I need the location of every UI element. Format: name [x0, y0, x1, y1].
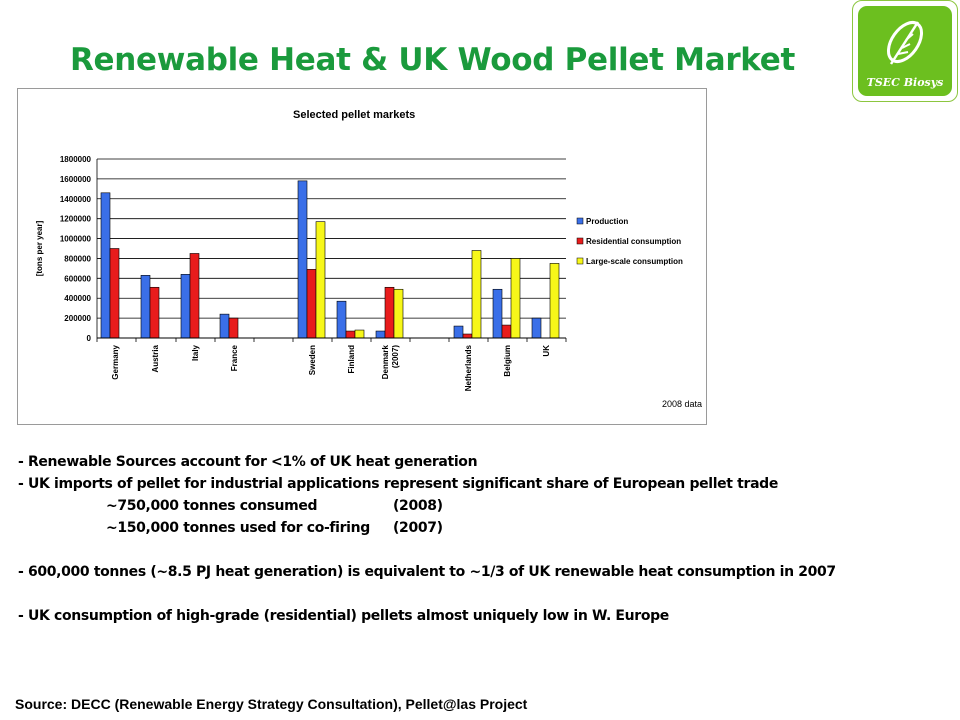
x-tick-label: UK: [542, 345, 551, 357]
x-tick-label: Germany: [111, 344, 120, 379]
logo-background: TSEC Biosys: [858, 6, 952, 96]
y-tick-label: 1000000: [60, 235, 92, 244]
y-axis-label: [tons per year]: [35, 220, 44, 276]
y-tick-label: 200000: [64, 314, 91, 323]
legend-label: Residential consumption: [586, 237, 681, 246]
logo-text: TSEC Biosys: [866, 76, 944, 89]
bullet-2: - UK imports of pellet for industrial ap…: [18, 476, 778, 492]
bar-production-uk: [531, 317, 542, 339]
bar-residential-consumption-italy: [189, 253, 200, 339]
bullet-2b: ~150,000 tonnes used for co-firing (2007): [18, 517, 918, 539]
legend-swatch: [576, 257, 584, 265]
legend-swatch: [576, 217, 584, 225]
bar-production-netherlands: [453, 325, 464, 339]
bullet-1: - Renewable Sources account for <1% of U…: [18, 454, 478, 470]
bar-production-germany: [100, 192, 111, 339]
x-tick-label: Finland: [347, 345, 356, 374]
bar-production-italy: [180, 274, 191, 339]
bar-large-scale-consumption-sweden: [315, 221, 326, 339]
bar-production-belgium: [492, 288, 503, 339]
bar-residential-consumption-netherlands: [462, 333, 473, 339]
slide-title: Renewable Heat & UK Wood Pellet Market: [69, 42, 796, 78]
bar-residential-consumption-france: [228, 317, 239, 339]
source-citation: Source: DECC (Renewable Energy Strategy …: [15, 696, 528, 712]
bullet-2b-value: ~150,000 tonnes used for co-firing: [106, 520, 370, 536]
chart-frame: Selected pellet markets 0 200000 400000 6000…: [17, 88, 707, 425]
bullet-2b-year: (2007): [393, 520, 443, 536]
legend-label: Production: [586, 217, 628, 226]
bullet-2a-value: ~750,000 tonnes consumed: [106, 498, 318, 514]
bar-large-scale-consumption-belgium: [510, 258, 521, 339]
tsec-biosys-logo: TSEC Biosys: [852, 0, 958, 102]
bar-large-scale-consumption-finland: [354, 329, 365, 339]
pellet-markets-chart: Selected pellet markets 0 200000 400000 6000…: [35, 109, 702, 409]
bar-production-denmark: [375, 330, 386, 339]
y-tick-label: 1600000: [60, 175, 92, 184]
y-tick-label: 600000: [64, 274, 91, 283]
bar-production-finland: [336, 300, 347, 339]
bar-residential-consumption-denmark: [384, 286, 395, 339]
y-tick-label: 1400000: [60, 195, 92, 204]
bar-production-france: [219, 313, 230, 339]
y-tick-label: 1200000: [60, 215, 92, 224]
legend-swatch: [576, 237, 584, 245]
bar-large-scale-consumption-uk: [549, 263, 560, 339]
bullet-2a: ~750,000 tonnes consumed (2008): [18, 495, 918, 517]
y-tick-label: 800000: [64, 254, 91, 263]
x-tick-label: Italy: [191, 344, 200, 361]
chart-note: 2008 data: [662, 399, 702, 409]
x-tick-label: Netherlands: [464, 344, 473, 391]
x-tick-label: France: [230, 344, 239, 371]
bar-large-scale-consumption-netherlands: [471, 250, 482, 339]
x-tick-label: Austria: [151, 344, 160, 372]
bar-residential-consumption-finland: [345, 330, 356, 339]
x-tick-label: Sweden: [308, 345, 317, 375]
y-tick-label: 1800000: [60, 155, 92, 164]
leaf-icon: [886, 20, 924, 65]
bar-residential-consumption-austria: [149, 286, 160, 339]
bullet-3: - 600,000 tonnes (~8.5 PJ heat generatio…: [18, 564, 836, 580]
x-tick-label: Denmark: [381, 344, 390, 379]
chart-title: Selected pellet markets: [293, 109, 415, 121]
bar-production-sweden: [297, 180, 308, 339]
bar-production-austria: [140, 275, 151, 339]
bullet-4: - UK consumption of high-grade (resident…: [18, 608, 669, 624]
x-tick-label: Belgium: [503, 345, 512, 377]
bullet-2a-year: (2008): [393, 498, 443, 514]
bar-residential-consumption-germany: [109, 248, 120, 339]
legend-label: Large-scale consumption: [586, 257, 683, 266]
bar-residential-consumption-belgium: [501, 324, 512, 339]
bullet-list: - Renewable Sources account for <1% of U…: [18, 451, 918, 627]
y-tick-label: 0: [87, 334, 92, 343]
x-tick-label: (2007): [391, 345, 400, 368]
y-tick-label: 400000: [64, 294, 91, 303]
bar-large-scale-consumption-denmark: [393, 288, 404, 339]
bar-residential-consumption-sweden: [306, 269, 317, 339]
